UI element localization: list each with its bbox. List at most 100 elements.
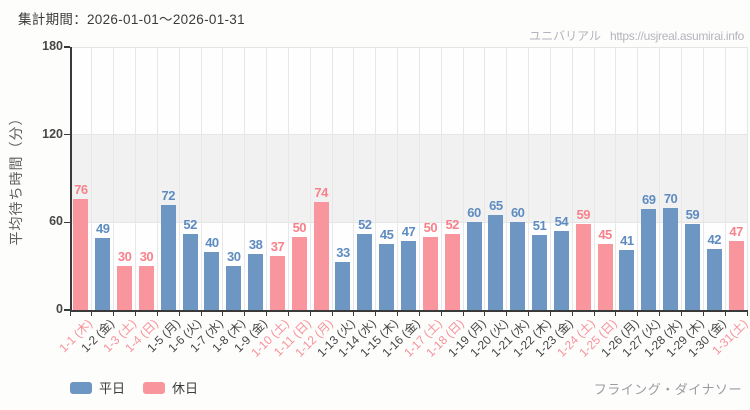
x-tick-mark — [724, 312, 726, 316]
bar-value-label: 30 — [227, 249, 241, 265]
bar-value-label: 37 — [270, 238, 285, 254]
bar-1-22[interactable] — [532, 235, 548, 310]
x-tick-mark — [222, 312, 224, 316]
bar-value-label: 40 — [205, 234, 219, 250]
gridline-vertical — [331, 47, 333, 310]
gridline-vertical — [287, 47, 289, 310]
gridline-vertical — [549, 47, 551, 310]
bar-1-24[interactable] — [575, 223, 591, 310]
bar-value-label: 60 — [510, 205, 525, 221]
bar-value-label: 42 — [707, 231, 722, 247]
bar-1-31(土)[interactable] — [728, 241, 744, 310]
bar-value-label: 59 — [685, 206, 700, 222]
gridline-vertical — [506, 47, 508, 310]
gridline-vertical — [397, 47, 399, 310]
bar-value-label: 38 — [248, 237, 263, 253]
gridline-vertical — [156, 47, 158, 310]
bar-value-label: 47 — [401, 224, 416, 240]
x-tick-mark — [244, 312, 246, 316]
y-tick-mark — [64, 309, 70, 311]
bar-1-7[interactable] — [204, 251, 220, 310]
bar-1-28[interactable] — [663, 207, 679, 310]
bar-1-11[interactable] — [291, 236, 307, 310]
x-tick-mark — [91, 312, 93, 316]
gridline-vertical — [659, 47, 661, 310]
y-tick-mark — [64, 133, 70, 136]
bar-1-2[interactable] — [95, 238, 111, 310]
site-name: ユニバリアル — [529, 29, 601, 43]
bar-value-label: 45 — [379, 227, 394, 243]
bar-1-19[interactable] — [466, 222, 482, 310]
bar-1-6[interactable] — [182, 234, 198, 310]
bar-value-label: 70 — [663, 190, 678, 206]
bar-1-8[interactable] — [226, 266, 242, 310]
bar-value-label: 52 — [445, 217, 459, 233]
bar-1-29[interactable] — [684, 223, 700, 310]
legend-swatch-holiday — [143, 381, 166, 394]
gridline-vertical — [91, 47, 93, 310]
bar-value-label: 47 — [729, 224, 743, 240]
x-tick-mark — [418, 312, 420, 316]
bar-1-23[interactable] — [553, 231, 569, 310]
bar-1-25[interactable] — [597, 244, 613, 310]
bar-value-label: 72 — [161, 187, 176, 203]
x-tick-mark — [69, 312, 71, 316]
bar-1-21[interactable] — [510, 222, 526, 310]
bar-1-12[interactable] — [313, 201, 329, 310]
bar-1-14[interactable] — [357, 234, 373, 310]
bar-value-label: 52 — [358, 217, 372, 233]
x-tick-mark — [113, 312, 115, 316]
x-tick-mark — [135, 312, 137, 316]
bar-1-1[interactable] — [73, 198, 89, 310]
bar-value-label: 30 — [139, 249, 154, 265]
bar-1-10[interactable] — [269, 255, 285, 310]
gridline-vertical — [375, 47, 377, 310]
x-tick-mark — [549, 312, 551, 316]
x-tick-mark — [659, 312, 661, 316]
bar-value-label: 60 — [467, 205, 481, 221]
y-tick-label: 120 — [42, 126, 63, 141]
gridline-vertical — [353, 47, 355, 310]
bar-value-label: 76 — [74, 181, 88, 197]
gridline-vertical — [178, 47, 180, 310]
legend-item-holiday[interactable]: 休日 — [143, 378, 198, 397]
gridline-vertical — [222, 47, 224, 310]
x-tick-mark — [375, 312, 377, 316]
x-tick-mark — [287, 312, 289, 316]
bar-1-9[interactable] — [248, 254, 264, 310]
bar-value-label: 33 — [336, 244, 350, 260]
bar-1-16[interactable] — [401, 241, 416, 310]
bar-1-26[interactable] — [619, 250, 635, 310]
gridline-vertical — [244, 47, 246, 310]
bar-1-20[interactable] — [488, 215, 504, 310]
y-axis-line — [70, 47, 72, 310]
x-tick-mark — [200, 312, 202, 316]
gridline-vertical — [746, 47, 748, 310]
x-tick-mark — [615, 312, 617, 316]
bar-1-27[interactable] — [641, 209, 657, 310]
gridline-horizontal — [70, 46, 747, 48]
bar-1-30[interactable] — [706, 248, 722, 310]
bar-1-4[interactable] — [138, 266, 154, 310]
legend-label-weekday: 平日 — [99, 381, 126, 396]
bar-1-15[interactable] — [379, 244, 395, 310]
gridline-vertical — [680, 47, 682, 310]
bar-1-13[interactable] — [335, 261, 351, 310]
bar-value-label: 41 — [620, 233, 634, 249]
gridline-vertical — [615, 47, 617, 310]
gridline-vertical — [440, 47, 442, 310]
gridline-horizontal — [70, 134, 747, 136]
attraction-name: フライング・ダイナソー — [593, 382, 742, 397]
bar-1-5[interactable] — [160, 204, 176, 310]
bar-1-18[interactable] — [444, 234, 460, 310]
y-tick-label: 60 — [49, 214, 63, 229]
legend-label-holiday: 休日 — [172, 381, 199, 396]
bar-1-3[interactable] — [117, 266, 133, 310]
legend-item-weekday[interactable]: 平日 — [70, 378, 125, 397]
bar-1-17[interactable] — [422, 236, 438, 310]
gridline-vertical — [113, 47, 115, 310]
x-tick-mark — [528, 312, 530, 316]
bar-value-label: 74 — [314, 184, 328, 200]
bar-value-label: 50 — [292, 219, 307, 235]
